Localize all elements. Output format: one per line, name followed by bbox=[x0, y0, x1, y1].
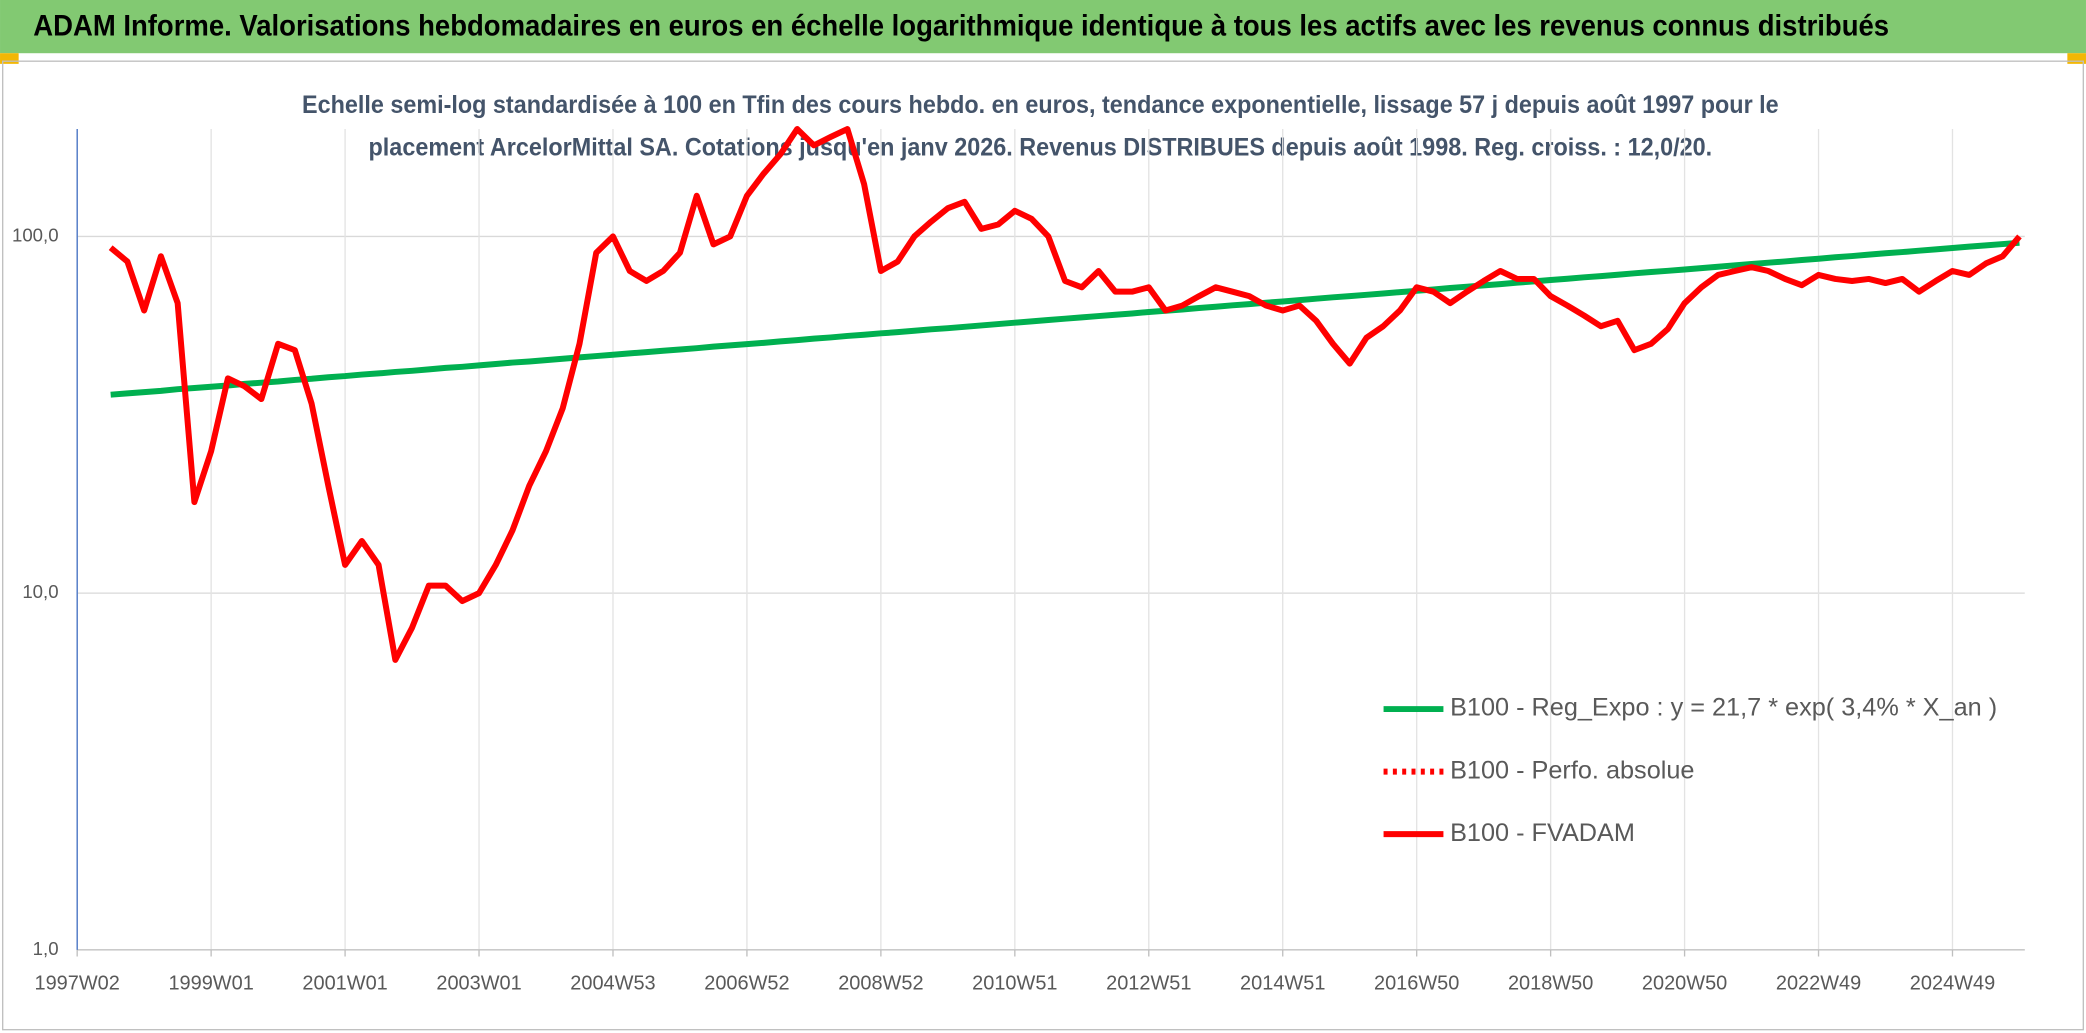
series-line bbox=[108, 126, 2022, 663]
chart-title: ADAM Informe. Valorisations hebdomadaire… bbox=[33, 11, 1889, 43]
chart-subtitle: placement ArcelorMittal SA. Cotations ju… bbox=[369, 134, 1713, 162]
y-tick-label: 100,0 bbox=[12, 224, 59, 245]
series-line bbox=[110, 239, 2020, 398]
chart-subtitle: Echelle semi-log standardisée à 100 en T… bbox=[302, 91, 1779, 119]
x-tick-label: 2016W50 bbox=[1374, 973, 1459, 995]
x-tick-label: 2008W52 bbox=[838, 973, 923, 995]
y-tick-label: 10,0 bbox=[22, 581, 58, 602]
x-tick-label: 2003W01 bbox=[436, 973, 521, 995]
x-tick-label: 2006W52 bbox=[704, 973, 789, 995]
x-tick-label: 2001W01 bbox=[302, 973, 387, 995]
corner-mark bbox=[0, 53, 19, 64]
x-tick-label: 1999W01 bbox=[168, 973, 253, 995]
frame bbox=[2, 60, 2084, 1031]
x-tick-label: 2012W51 bbox=[1106, 973, 1191, 995]
y-tick-label: 1,0 bbox=[33, 938, 59, 959]
x-tick-label: 1997W02 bbox=[35, 973, 120, 995]
x-tick-label: 2018W50 bbox=[1508, 973, 1593, 995]
legend: B100 - Reg_Expo : y = 21,7 * exp( 3,4% *… bbox=[1383, 694, 1997, 847]
title-banner bbox=[0, 0, 2086, 54]
plot-lines bbox=[108, 126, 2022, 663]
legend-label: B100 - FVADAM bbox=[1450, 819, 1635, 847]
x-tick-label: 2022W49 bbox=[1776, 973, 1861, 995]
legend-label: B100 - Reg_Expo : y = 21,7 * exp( 3,4% *… bbox=[1450, 694, 1997, 722]
x-tick-label: 2004W53 bbox=[570, 973, 655, 995]
x-tick-label: 2020W50 bbox=[1642, 973, 1727, 995]
x-tick-label: 2024W49 bbox=[1910, 973, 1995, 995]
x-tick-label: 2010W51 bbox=[972, 973, 1057, 995]
legend-label: B100 - Perfo. absolue bbox=[1450, 756, 1694, 784]
x-tick-label: 2014W51 bbox=[1240, 973, 1325, 995]
corner-mark bbox=[2067, 53, 2086, 64]
